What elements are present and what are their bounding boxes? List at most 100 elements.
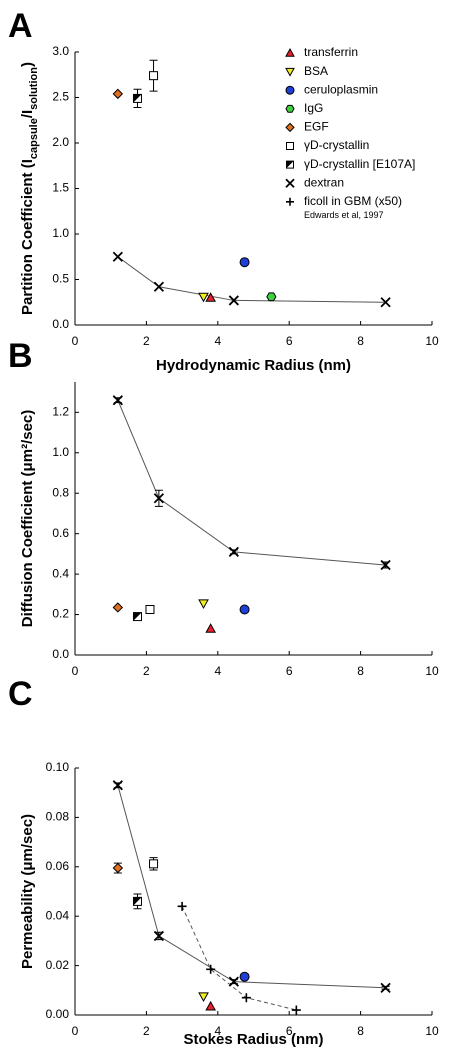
x-tick-label: 6 (286, 1024, 293, 1038)
marker (285, 67, 295, 77)
x-tick-label: 8 (357, 1024, 364, 1038)
marker (285, 47, 295, 57)
marker (228, 295, 240, 306)
legend-label: EGF (304, 120, 329, 134)
marker (285, 104, 295, 113)
marker (153, 281, 165, 292)
legend-label: BSA (304, 64, 328, 78)
marker (198, 992, 209, 1003)
y-tick-label: 3.0 (52, 44, 69, 58)
marker-fill (286, 161, 294, 169)
y-tick-label: 0.0 (52, 647, 69, 661)
y-tick-label: 2.5 (52, 90, 69, 104)
legend-label: IgG (304, 101, 323, 115)
marker (149, 859, 159, 869)
x-axis-label: Hydrodynamic Radius (nm) (156, 357, 351, 374)
marker (112, 602, 124, 613)
marker (380, 982, 391, 993)
y-axis-label: Partition Coefficient (Icapsule/Isolutio… (19, 62, 40, 315)
panel-label: A (8, 7, 33, 45)
panel-label: C (8, 675, 33, 713)
x-tick-label: 8 (357, 334, 364, 348)
marker (198, 292, 209, 303)
y-axis-label-part: /I (19, 110, 36, 118)
y-tick-label: 1.2 (52, 405, 69, 419)
marker (239, 257, 250, 268)
marker (149, 71, 159, 81)
marker (286, 160, 294, 169)
marker (112, 780, 123, 791)
y-tick-label: 0.6 (52, 526, 69, 540)
marker (291, 1005, 301, 1015)
y-tick-label: 0.0 (52, 317, 69, 331)
marker (198, 599, 209, 609)
x-tick-label: 6 (286, 664, 293, 678)
x-tick-label: 10 (425, 334, 439, 348)
legend-label: γD-crystallin (304, 138, 369, 152)
marker (153, 493, 165, 504)
x-tick-label: 0 (72, 1024, 79, 1038)
marker (112, 862, 124, 874)
x-tick-label: 4 (214, 664, 221, 678)
x-tick-label: 0 (72, 664, 79, 678)
y-tick-label: 0.06 (46, 859, 70, 873)
marker (177, 901, 187, 911)
marker (205, 623, 217, 633)
y-tick-label: 0.5 (52, 272, 69, 286)
legend-label: transferrin (304, 45, 358, 59)
panel-label: B (8, 337, 33, 375)
y-axis-label-part: solution (28, 67, 40, 110)
y-tick-label: 2.0 (52, 135, 69, 149)
marker (112, 251, 123, 262)
marker (380, 559, 391, 571)
y-tick-label: 0.02 (46, 958, 70, 972)
marker (286, 142, 294, 150)
marker (285, 178, 295, 188)
marker (228, 976, 240, 987)
x-tick-label: 4 (214, 1024, 221, 1038)
y-axis-label-part: capsule (28, 118, 40, 159)
marker (239, 971, 250, 982)
marker (286, 197, 294, 206)
marker (205, 292, 217, 302)
x-tick-label: 0 (72, 334, 79, 348)
marker-fill (133, 94, 142, 103)
marker (206, 964, 216, 974)
marker (145, 605, 155, 614)
y-axis-label-part: ) (19, 62, 36, 67)
y-tick-label: 1.0 (52, 445, 69, 459)
legend-label: γD-crystallin [E107A] (304, 157, 415, 171)
annotation: Edwards et al, 1997 (304, 210, 384, 220)
marker-fill (133, 612, 142, 621)
marker (239, 604, 250, 615)
legend-label: ficoll in GBM (x50) (304, 194, 402, 208)
marker (153, 930, 165, 942)
marker (132, 93, 142, 103)
marker (112, 88, 124, 100)
x-tick-label: 8 (357, 664, 364, 678)
marker (380, 297, 391, 308)
series-line (117, 785, 386, 989)
marker (285, 122, 295, 133)
marker (205, 1000, 217, 1011)
y-tick-label: 0.4 (52, 566, 69, 580)
y-tick-label: 1.5 (52, 181, 69, 195)
y-axis-label: Permeability (μm/sec) (19, 814, 36, 969)
x-tick-label: 2 (143, 334, 150, 348)
y-tick-label: 0.8 (52, 485, 69, 499)
legend-label: ceruloplasmin (304, 82, 378, 96)
x-tick-label: 10 (425, 664, 439, 678)
y-tick-label: 1.0 (52, 226, 69, 240)
x-axis-label: Stokes Radius (nm) (183, 1031, 323, 1048)
y-axis-label: Diffusion Coefficient (μm²/sec) (19, 410, 36, 628)
series-line (181, 906, 297, 1011)
y-tick-label: 0.2 (52, 607, 69, 621)
marker (228, 546, 240, 558)
series-line (117, 256, 386, 303)
x-tick-label: 2 (143, 1024, 150, 1038)
y-tick-label: 0.00 (46, 1007, 70, 1021)
y-axis-label-part: Partition Coefficient (I (19, 159, 36, 315)
y-tick-label: 0.04 (46, 908, 70, 922)
marker (241, 993, 251, 1003)
